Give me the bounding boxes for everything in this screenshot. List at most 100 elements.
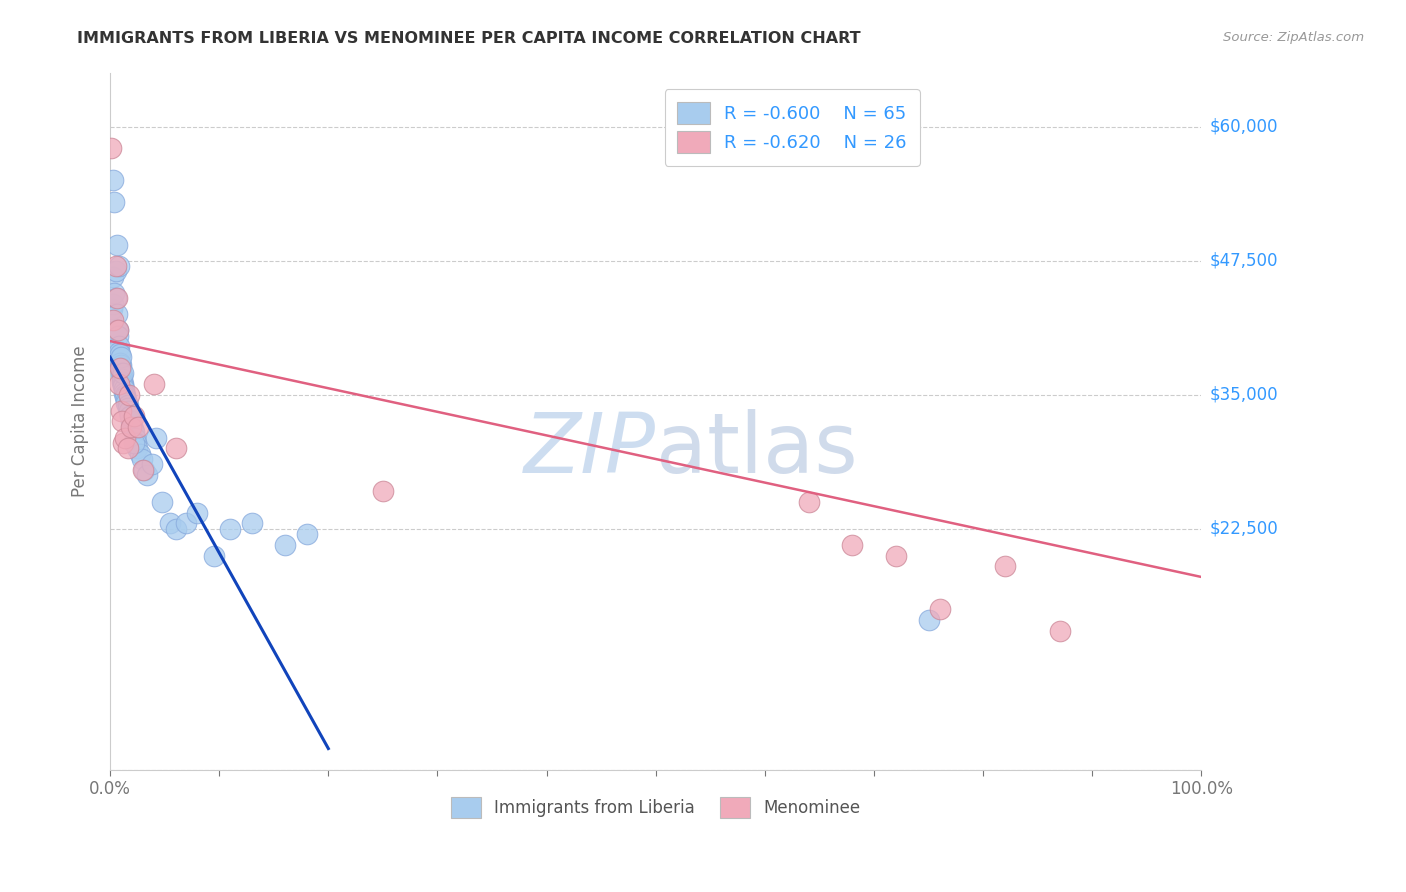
Point (107, 323, 129, 337)
Point (103, 285, 125, 300)
Text: $47,500: $47,500 (1209, 252, 1278, 269)
Point (127, 442, 149, 456)
Point (115, 396, 138, 410)
Point (112, 436, 135, 450)
Y-axis label: Per Capita Income: Per Capita Income (72, 346, 89, 498)
Point (159, 516, 181, 531)
Point (111, 368, 134, 383)
Text: $60,000: $60,000 (1209, 118, 1278, 136)
Point (104, 259, 127, 273)
Point (136, 468, 159, 483)
Point (117, 387, 139, 401)
Point (110, 358, 132, 372)
Point (273, 538, 295, 552)
Point (108, 355, 131, 369)
Point (120, 415, 142, 429)
Point (112, 385, 135, 400)
Point (103, 312, 125, 326)
Point (103, 173, 125, 187)
Point (120, 420, 142, 434)
Text: ZIP: ZIP (524, 409, 655, 490)
Point (107, 344, 129, 359)
Point (107, 323, 129, 337)
Point (100, 312, 122, 326)
Point (103, 269, 125, 284)
Point (118, 409, 141, 424)
Point (117, 403, 139, 417)
Point (884, 549, 907, 563)
Point (122, 422, 145, 436)
Text: Source: ZipAtlas.com: Source: ZipAtlas.com (1223, 31, 1364, 45)
Point (111, 371, 134, 385)
Point (105, 291, 128, 305)
Point (110, 403, 132, 417)
Point (114, 431, 136, 445)
Point (165, 442, 187, 456)
Point (108, 347, 131, 361)
Point (114, 390, 136, 404)
Point (176, 516, 198, 531)
Point (111, 375, 134, 389)
Point (219, 522, 242, 536)
Point (101, 301, 124, 316)
Point (103, 194, 125, 209)
Point (142, 376, 165, 391)
Point (917, 613, 939, 627)
Point (112, 366, 135, 380)
Point (112, 376, 135, 391)
Point (122, 425, 145, 440)
Text: $22,500: $22,500 (1209, 520, 1278, 538)
Point (131, 452, 153, 467)
Point (108, 360, 131, 375)
Text: $35,000: $35,000 (1209, 385, 1278, 404)
Point (127, 420, 149, 434)
Point (111, 415, 134, 429)
Point (132, 463, 155, 477)
Point (117, 442, 139, 456)
Point (107, 259, 129, 273)
Point (371, 484, 394, 499)
Point (994, 559, 1017, 574)
Point (152, 495, 174, 509)
Point (115, 392, 138, 407)
Point (202, 549, 225, 563)
Point (107, 376, 129, 391)
Point (122, 409, 145, 424)
Point (107, 328, 129, 343)
Point (105, 323, 128, 337)
Point (104, 291, 127, 305)
Point (186, 506, 208, 520)
Point (125, 436, 148, 450)
Point (124, 431, 146, 445)
Point (295, 527, 318, 541)
Point (128, 447, 150, 461)
Point (145, 431, 167, 445)
Text: atlas: atlas (655, 409, 858, 490)
Text: IMMIGRANTS FROM LIBERIA VS MENOMINEE PER CAPITA INCOME CORRELATION CHART: IMMIGRANTS FROM LIBERIA VS MENOMINEE PER… (77, 31, 860, 46)
Point (165, 522, 187, 536)
Point (110, 366, 132, 380)
Point (104, 264, 127, 278)
Point (122, 436, 145, 450)
Point (114, 387, 136, 401)
Point (797, 495, 820, 509)
Point (110, 350, 132, 364)
Legend: Immigrants from Liberia, Menominee: Immigrants from Liberia, Menominee (444, 790, 868, 824)
Point (107, 339, 129, 353)
Point (105, 307, 128, 321)
Point (141, 458, 163, 472)
Point (132, 463, 155, 477)
Point (841, 538, 863, 552)
Point (105, 237, 128, 252)
Point (121, 420, 143, 434)
Point (110, 360, 132, 375)
Point (112, 379, 135, 393)
Point (112, 382, 135, 396)
Point (928, 602, 950, 616)
Point (1049, 624, 1071, 638)
Point (240, 516, 263, 531)
Point (117, 401, 139, 415)
Point (117, 398, 139, 412)
Point (103, 296, 125, 310)
Point (118, 409, 141, 424)
